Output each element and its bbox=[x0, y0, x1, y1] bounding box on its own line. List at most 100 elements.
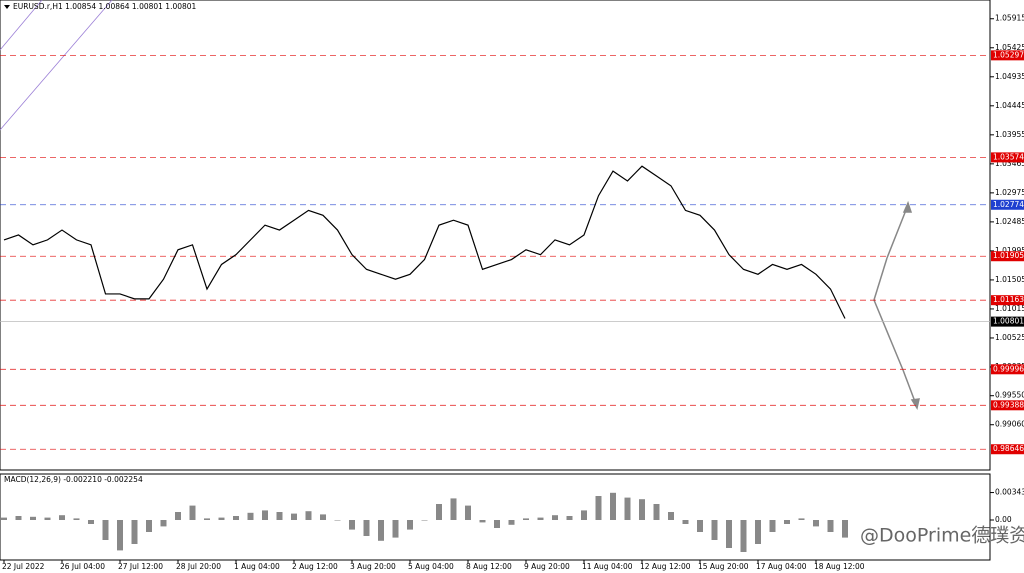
y-tick-label: 1.04935 bbox=[995, 72, 1024, 81]
macd-bar bbox=[653, 504, 660, 520]
macd-bar bbox=[436, 504, 442, 520]
chart-title: EURUSD.r,H1 1.00854 1.00864 1.00801 1.00… bbox=[13, 2, 197, 11]
level-label-box bbox=[991, 364, 1024, 375]
y-tick-label: 1.00525 bbox=[995, 333, 1024, 342]
macd-bar bbox=[1, 517, 7, 520]
macd-bar bbox=[595, 496, 602, 520]
x-tick-label: 12 Aug 12:00 bbox=[640, 562, 691, 571]
macd-bar bbox=[204, 518, 210, 520]
x-tick-label: 11 Aug 04:00 bbox=[582, 562, 633, 571]
level-label-box bbox=[991, 50, 1024, 61]
y-tick-label: 1.01505 bbox=[995, 275, 1024, 284]
price-panel bbox=[0, 0, 991, 471]
y-tick-label: 1.01015 bbox=[995, 304, 1024, 313]
trend-line bbox=[0, 0, 113, 131]
macd-bar bbox=[320, 514, 326, 520]
y-tick-label: 0.00 bbox=[995, 515, 1012, 524]
macd-bar bbox=[755, 520, 761, 544]
level-label: 0.99388 bbox=[993, 400, 1024, 409]
macd-bar bbox=[305, 511, 312, 520]
y-tick-label: 1.03465 bbox=[995, 159, 1024, 168]
macd-bar bbox=[827, 520, 834, 532]
macd-bar bbox=[378, 520, 384, 541]
macd-bar bbox=[146, 520, 152, 532]
macd-bar bbox=[465, 505, 471, 520]
x-tick-label: 3 Aug 20:00 bbox=[350, 562, 396, 571]
macd-bar bbox=[131, 520, 138, 544]
level-label: 0.98646 bbox=[993, 444, 1024, 453]
y-tick-label: 1.05915 bbox=[995, 14, 1024, 23]
price-line bbox=[3, 165, 846, 319]
level-label: 0.99996 bbox=[993, 364, 1024, 373]
level-label-box bbox=[991, 316, 1024, 327]
y-tick-label: 1.03955 bbox=[995, 130, 1024, 139]
macd-bar bbox=[624, 497, 631, 520]
macd-bar bbox=[479, 520, 486, 523]
x-tick-label: 22 Jul 2022 bbox=[2, 562, 45, 571]
level-label-box bbox=[991, 199, 1024, 210]
level-label-box bbox=[991, 251, 1024, 262]
macd-bar bbox=[711, 520, 718, 540]
macd-bar bbox=[59, 515, 65, 520]
y-tick-label: 1.01995 bbox=[995, 246, 1024, 255]
macd-bar bbox=[450, 498, 457, 520]
level-label-box bbox=[991, 444, 1024, 455]
macd-panel bbox=[0, 473, 991, 561]
macd-bar bbox=[392, 520, 399, 538]
macd-bar bbox=[247, 512, 254, 520]
projection-arrows bbox=[873, 200, 920, 410]
macd-bar bbox=[262, 510, 268, 520]
x-tick-label: 26 Jul 04:00 bbox=[60, 562, 105, 571]
trend-line bbox=[0, 0, 43, 51]
x-tick-label: 28 Jul 20:00 bbox=[176, 562, 221, 571]
macd-bar bbox=[334, 520, 341, 521]
y-tick-label: 1.04445 bbox=[995, 101, 1024, 110]
macd-bar bbox=[233, 516, 239, 520]
x-tick-label: 17 Aug 04:00 bbox=[756, 562, 807, 571]
y-tick-label: 1.02485 bbox=[995, 217, 1024, 226]
y-tick-label: 0.99550 bbox=[995, 391, 1024, 400]
menu-triangle[interactable] bbox=[4, 5, 10, 9]
macd-bar bbox=[668, 512, 674, 520]
macd-bar bbox=[160, 520, 167, 527]
x-tick-label: 9 Aug 20:00 bbox=[524, 562, 570, 571]
x-tick-label: 8 Aug 12:00 bbox=[466, 562, 512, 571]
macd-bar bbox=[552, 515, 558, 520]
macd-bar bbox=[639, 499, 645, 520]
macd-bar bbox=[189, 505, 196, 520]
macd-bar bbox=[30, 516, 36, 520]
macd-bar bbox=[842, 520, 848, 538]
macd-title: MACD(12,26,9) -0.002210 -0.002254 bbox=[4, 475, 143, 484]
macd-bar bbox=[566, 516, 573, 520]
macd-bar bbox=[73, 518, 80, 520]
macd-bar bbox=[218, 517, 225, 520]
y-tick-label: 0.99060 bbox=[995, 420, 1024, 429]
macd-bar bbox=[44, 517, 51, 520]
level-label-box bbox=[991, 400, 1024, 411]
macd-bar bbox=[363, 520, 370, 536]
x-tick-label: 27 Jul 12:00 bbox=[118, 562, 163, 571]
x-tick-label: 18 Aug 12:00 bbox=[814, 562, 865, 571]
macd-bar bbox=[117, 520, 123, 551]
macd-bar bbox=[610, 492, 616, 520]
level-label: 1.03574 bbox=[993, 152, 1024, 161]
x-tick-label: 5 Aug 04:00 bbox=[408, 562, 454, 571]
macd-bar bbox=[349, 520, 355, 530]
macd-bar bbox=[291, 513, 297, 520]
macd-bar bbox=[784, 520, 790, 524]
macd-bar bbox=[407, 520, 413, 530]
macd-bar bbox=[15, 516, 22, 520]
level-label: 1.02774 bbox=[993, 200, 1024, 209]
macd-bar bbox=[769, 520, 776, 532]
macd-bar bbox=[798, 518, 805, 520]
macd-bar bbox=[537, 517, 544, 520]
macd-bar bbox=[508, 520, 515, 525]
macd-bar bbox=[726, 520, 732, 548]
macd-bar bbox=[697, 520, 703, 532]
level-label: 1.01905 bbox=[993, 251, 1024, 260]
macd-bar bbox=[581, 510, 587, 520]
x-tick-label: 1 Aug 04:00 bbox=[234, 562, 280, 571]
macd-bar bbox=[276, 512, 283, 520]
macd-bar bbox=[88, 520, 94, 524]
